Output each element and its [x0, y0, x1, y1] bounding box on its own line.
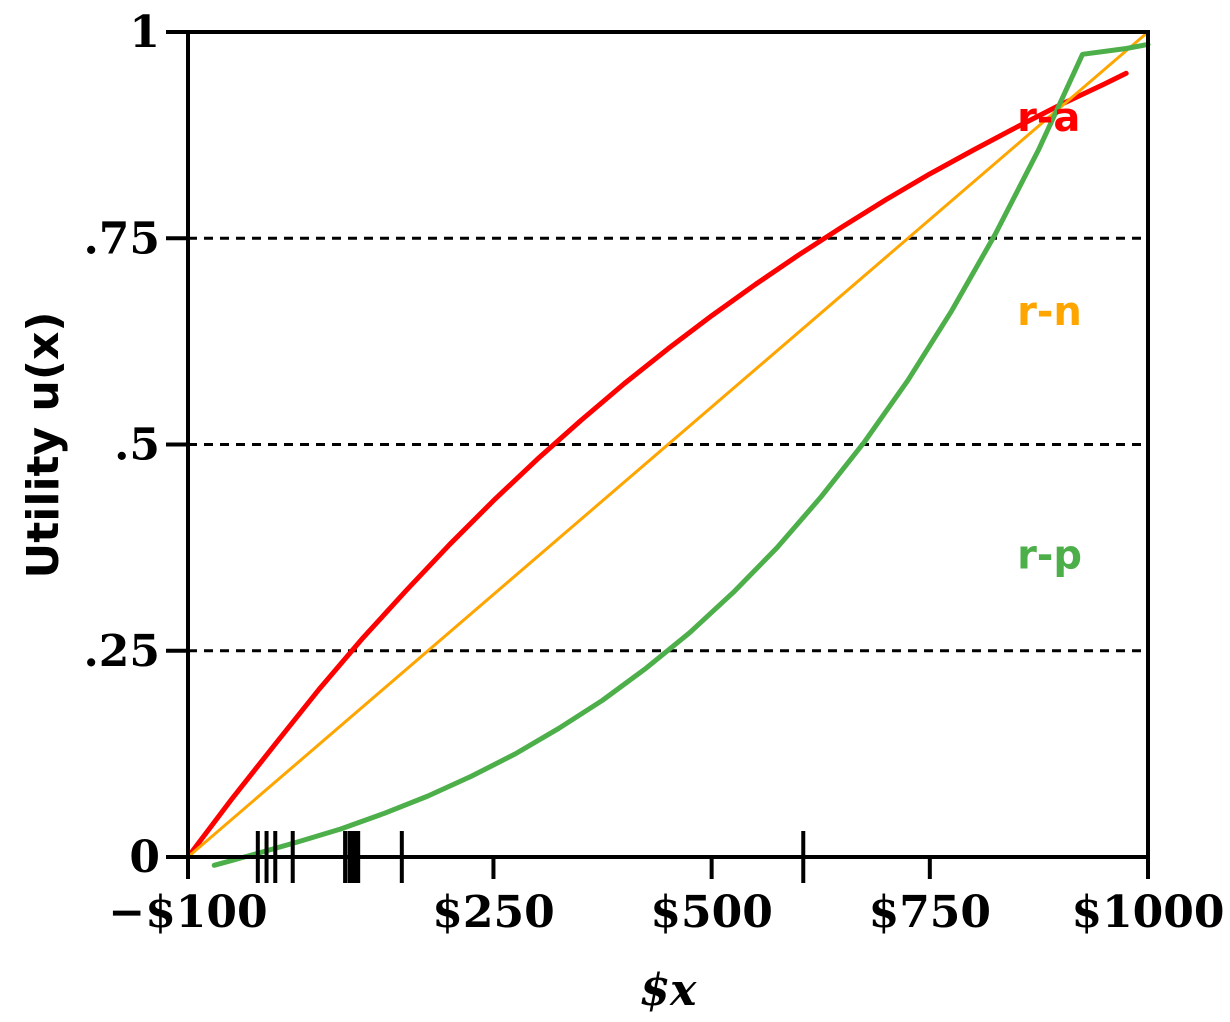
y-tick-label: 0	[129, 832, 160, 883]
series-line-r-p	[211, 41, 1151, 868]
x-tick-label: $1000	[1071, 887, 1224, 938]
x-tick-label: −$100	[108, 887, 267, 938]
series-labels: r-a r-n r-p	[1017, 95, 1082, 578]
y-tick-label: .25	[83, 626, 160, 677]
y-tick-label: .75	[83, 213, 160, 264]
series-layer	[185, 30, 1151, 868]
x-axis-label: $x	[640, 965, 698, 1016]
y-axis-ticks: 0 .25 .5 .75 1	[83, 7, 188, 883]
series-label-r-n: r-n	[1017, 289, 1082, 335]
y-tick-label: 1	[129, 7, 160, 58]
y-tick-label: .5	[114, 420, 160, 471]
y-axis-label: Utility u(x)	[18, 312, 69, 579]
x-tick-label: $750	[869, 887, 991, 938]
x-axis-label-text: $x	[640, 965, 698, 1016]
series-label-r-p: r-p	[1017, 532, 1082, 578]
series-line-r-n	[186, 30, 1150, 859]
series-label-r-a: r-a	[1017, 95, 1080, 141]
x-tick-label: $500	[650, 887, 772, 938]
x-tick-label: $250	[432, 887, 554, 938]
x-axis-ticks: −$100 $250 $500 $750 $1000	[108, 857, 1225, 938]
series-line-r-a	[185, 70, 1129, 860]
